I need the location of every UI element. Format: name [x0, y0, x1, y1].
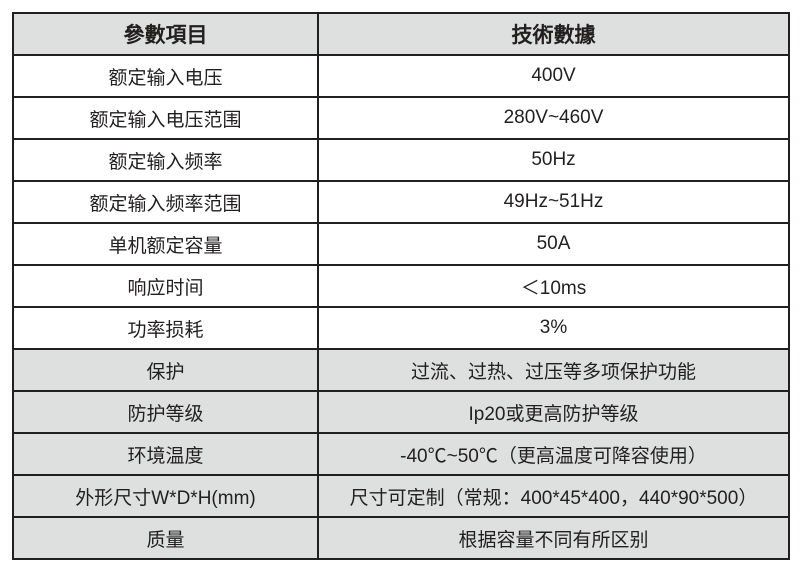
table-row: 防护等级Ip20或更高防护等级	[13, 391, 789, 433]
table-row: 额定输入频率50Hz	[13, 139, 789, 181]
table-row: 环境温度-40℃~50℃（更高温度可降容使用）	[13, 433, 789, 475]
value-cell: Ip20或更高防护等级	[318, 391, 789, 433]
value-cell: 400V	[318, 55, 789, 97]
value-cell: 49Hz~51Hz	[318, 181, 789, 223]
value-cell: 过流、过热、过压等多项保护功能	[318, 349, 789, 391]
param-cell: 单机额定容量	[13, 223, 318, 265]
param-cell: 环境温度	[13, 433, 318, 475]
param-cell: 保护	[13, 349, 318, 391]
param-cell: 额定输入电压	[13, 55, 318, 97]
param-cell: 额定输入频率	[13, 139, 318, 181]
table-row: 单机额定容量50A	[13, 223, 789, 265]
value-cell: 50A	[318, 223, 789, 265]
param-cell: 响应时间	[13, 265, 318, 307]
param-cell: 防护等级	[13, 391, 318, 433]
table-row: 功率损耗3%	[13, 307, 789, 349]
param-cell: 额定输入电压范围	[13, 97, 318, 139]
table-row: 保护过流、过热、过压等多项保护功能	[13, 349, 789, 391]
value-cell: 50Hz	[318, 139, 789, 181]
value-cell: -40℃~50℃（更高温度可降容使用）	[318, 433, 789, 475]
param-cell: 功率损耗	[13, 307, 318, 349]
value-cell: 280V~460V	[318, 97, 789, 139]
value-cell: 尺寸可定制（常规：400*45*400，440*90*500）	[318, 475, 789, 517]
value-cell: ＜10ms	[318, 265, 789, 307]
param-cell: 外形尺寸W*D*H(mm)	[13, 475, 318, 517]
table-row: 额定输入电压范围280V~460V	[13, 97, 789, 139]
table-row: 额定输入频率范围49Hz~51Hz	[13, 181, 789, 223]
spec-table: 參數項目 技術數據 额定输入电压400V额定输入电压范围280V~460V额定输…	[12, 12, 790, 560]
table-row: 额定输入电压400V	[13, 55, 789, 97]
header-value: 技術數據	[318, 13, 789, 55]
header-row: 參數項目 技術數據	[13, 13, 789, 55]
value-cell: 3%	[318, 307, 789, 349]
header-param: 參數項目	[13, 13, 318, 55]
table-row: 外形尺寸W*D*H(mm)尺寸可定制（常规：400*45*400，440*90*…	[13, 475, 789, 517]
table-row: 响应时间＜10ms	[13, 265, 789, 307]
param-cell: 额定输入频率范围	[13, 181, 318, 223]
